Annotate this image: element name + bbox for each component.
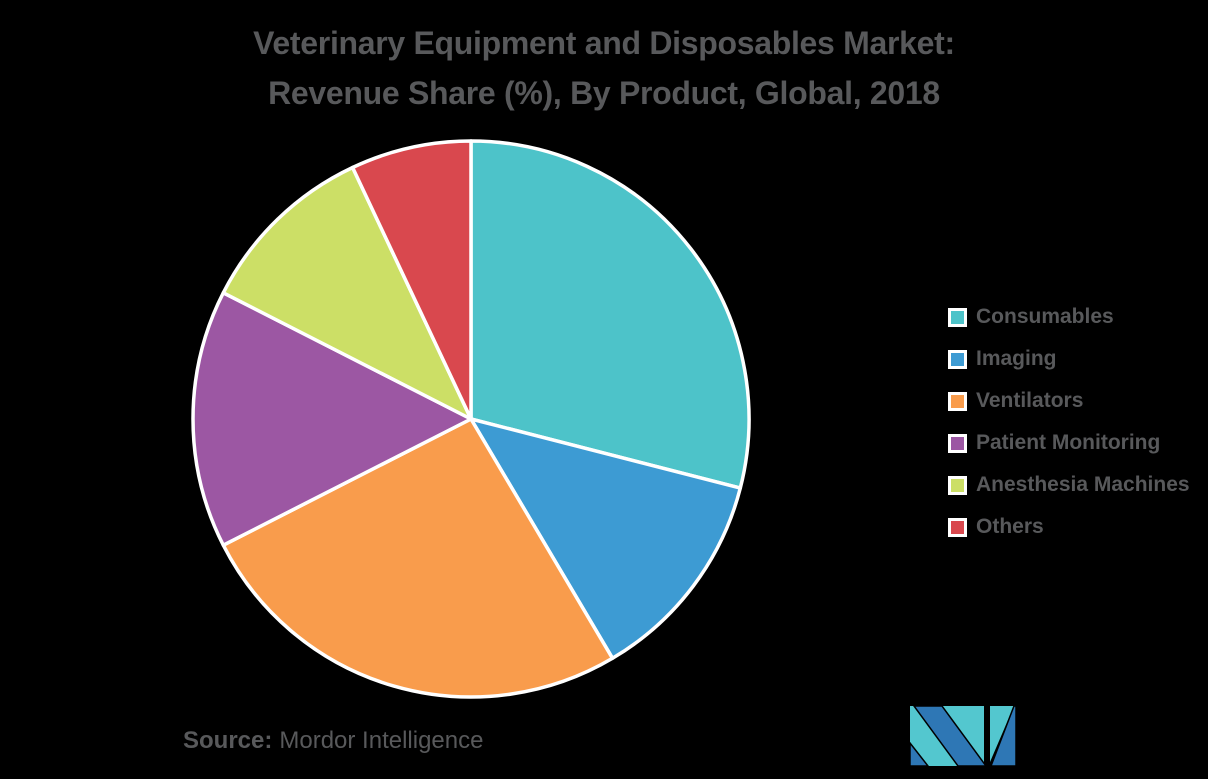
legend-swatch-anesthesia-machines — [948, 475, 967, 495]
chart-title-line2: Revenue Share (%), By Product, Global, 2… — [268, 75, 940, 111]
legend-item-imaging: Imaging — [948, 338, 1190, 380]
legend-swatch-imaging — [948, 349, 967, 369]
legend: Consumables Imaging Ventilators Patient Mon… — [948, 296, 1190, 548]
source-text: Mordor Intelligence — [279, 727, 484, 754]
pie-slice-anesthesia-machines — [221, 165, 473, 421]
legend-swatch-ventilators — [948, 391, 967, 411]
logo-m-blue-fold — [909, 740, 930, 767]
legend-swatch-patient-monitoring — [948, 433, 967, 453]
legend-swatch-others — [948, 517, 967, 537]
legend-item-others: Others — [948, 506, 1190, 548]
chart-title-line1: Veterinary Equipment and Disposables Mar… — [253, 25, 955, 61]
legend-label: Patient Monitoring — [976, 431, 1161, 454]
logo-i-blue — [989, 706, 1016, 767]
mordor-intelligence-logo — [909, 706, 1016, 767]
legend-item-ventilators: Ventilators — [948, 380, 1190, 422]
source-label: Source: — [183, 727, 273, 754]
legend-label: Ventilators — [976, 389, 1084, 412]
legend-swatch-consumables — [948, 307, 967, 327]
legend-item-patient-monitoring: Patient Monitoring — [948, 422, 1190, 464]
legend-label: Anesthesia Machines — [976, 473, 1190, 496]
legend-label: Others — [976, 515, 1044, 538]
pie-slice-imaging — [469, 417, 743, 661]
legend-item-consumables: Consumables — [948, 296, 1190, 338]
legend-item-anesthesia-machines: Anesthesia Machines — [948, 464, 1190, 506]
chart-title: Veterinary Equipment and Disposables Mar… — [0, 18, 1208, 118]
logo-m-blue-diagonal — [913, 706, 988, 767]
pie-slice-consumables — [469, 139, 751, 490]
legend-label: Consumables — [976, 305, 1114, 328]
pie-slice-ventilators — [221, 417, 615, 699]
source-note: Source: Mordor Intelligence — [183, 727, 483, 755]
pie-slice-patient-monitoring — [191, 291, 473, 547]
pie-slice-others — [350, 139, 473, 421]
legend-label: Imaging — [976, 347, 1057, 370]
